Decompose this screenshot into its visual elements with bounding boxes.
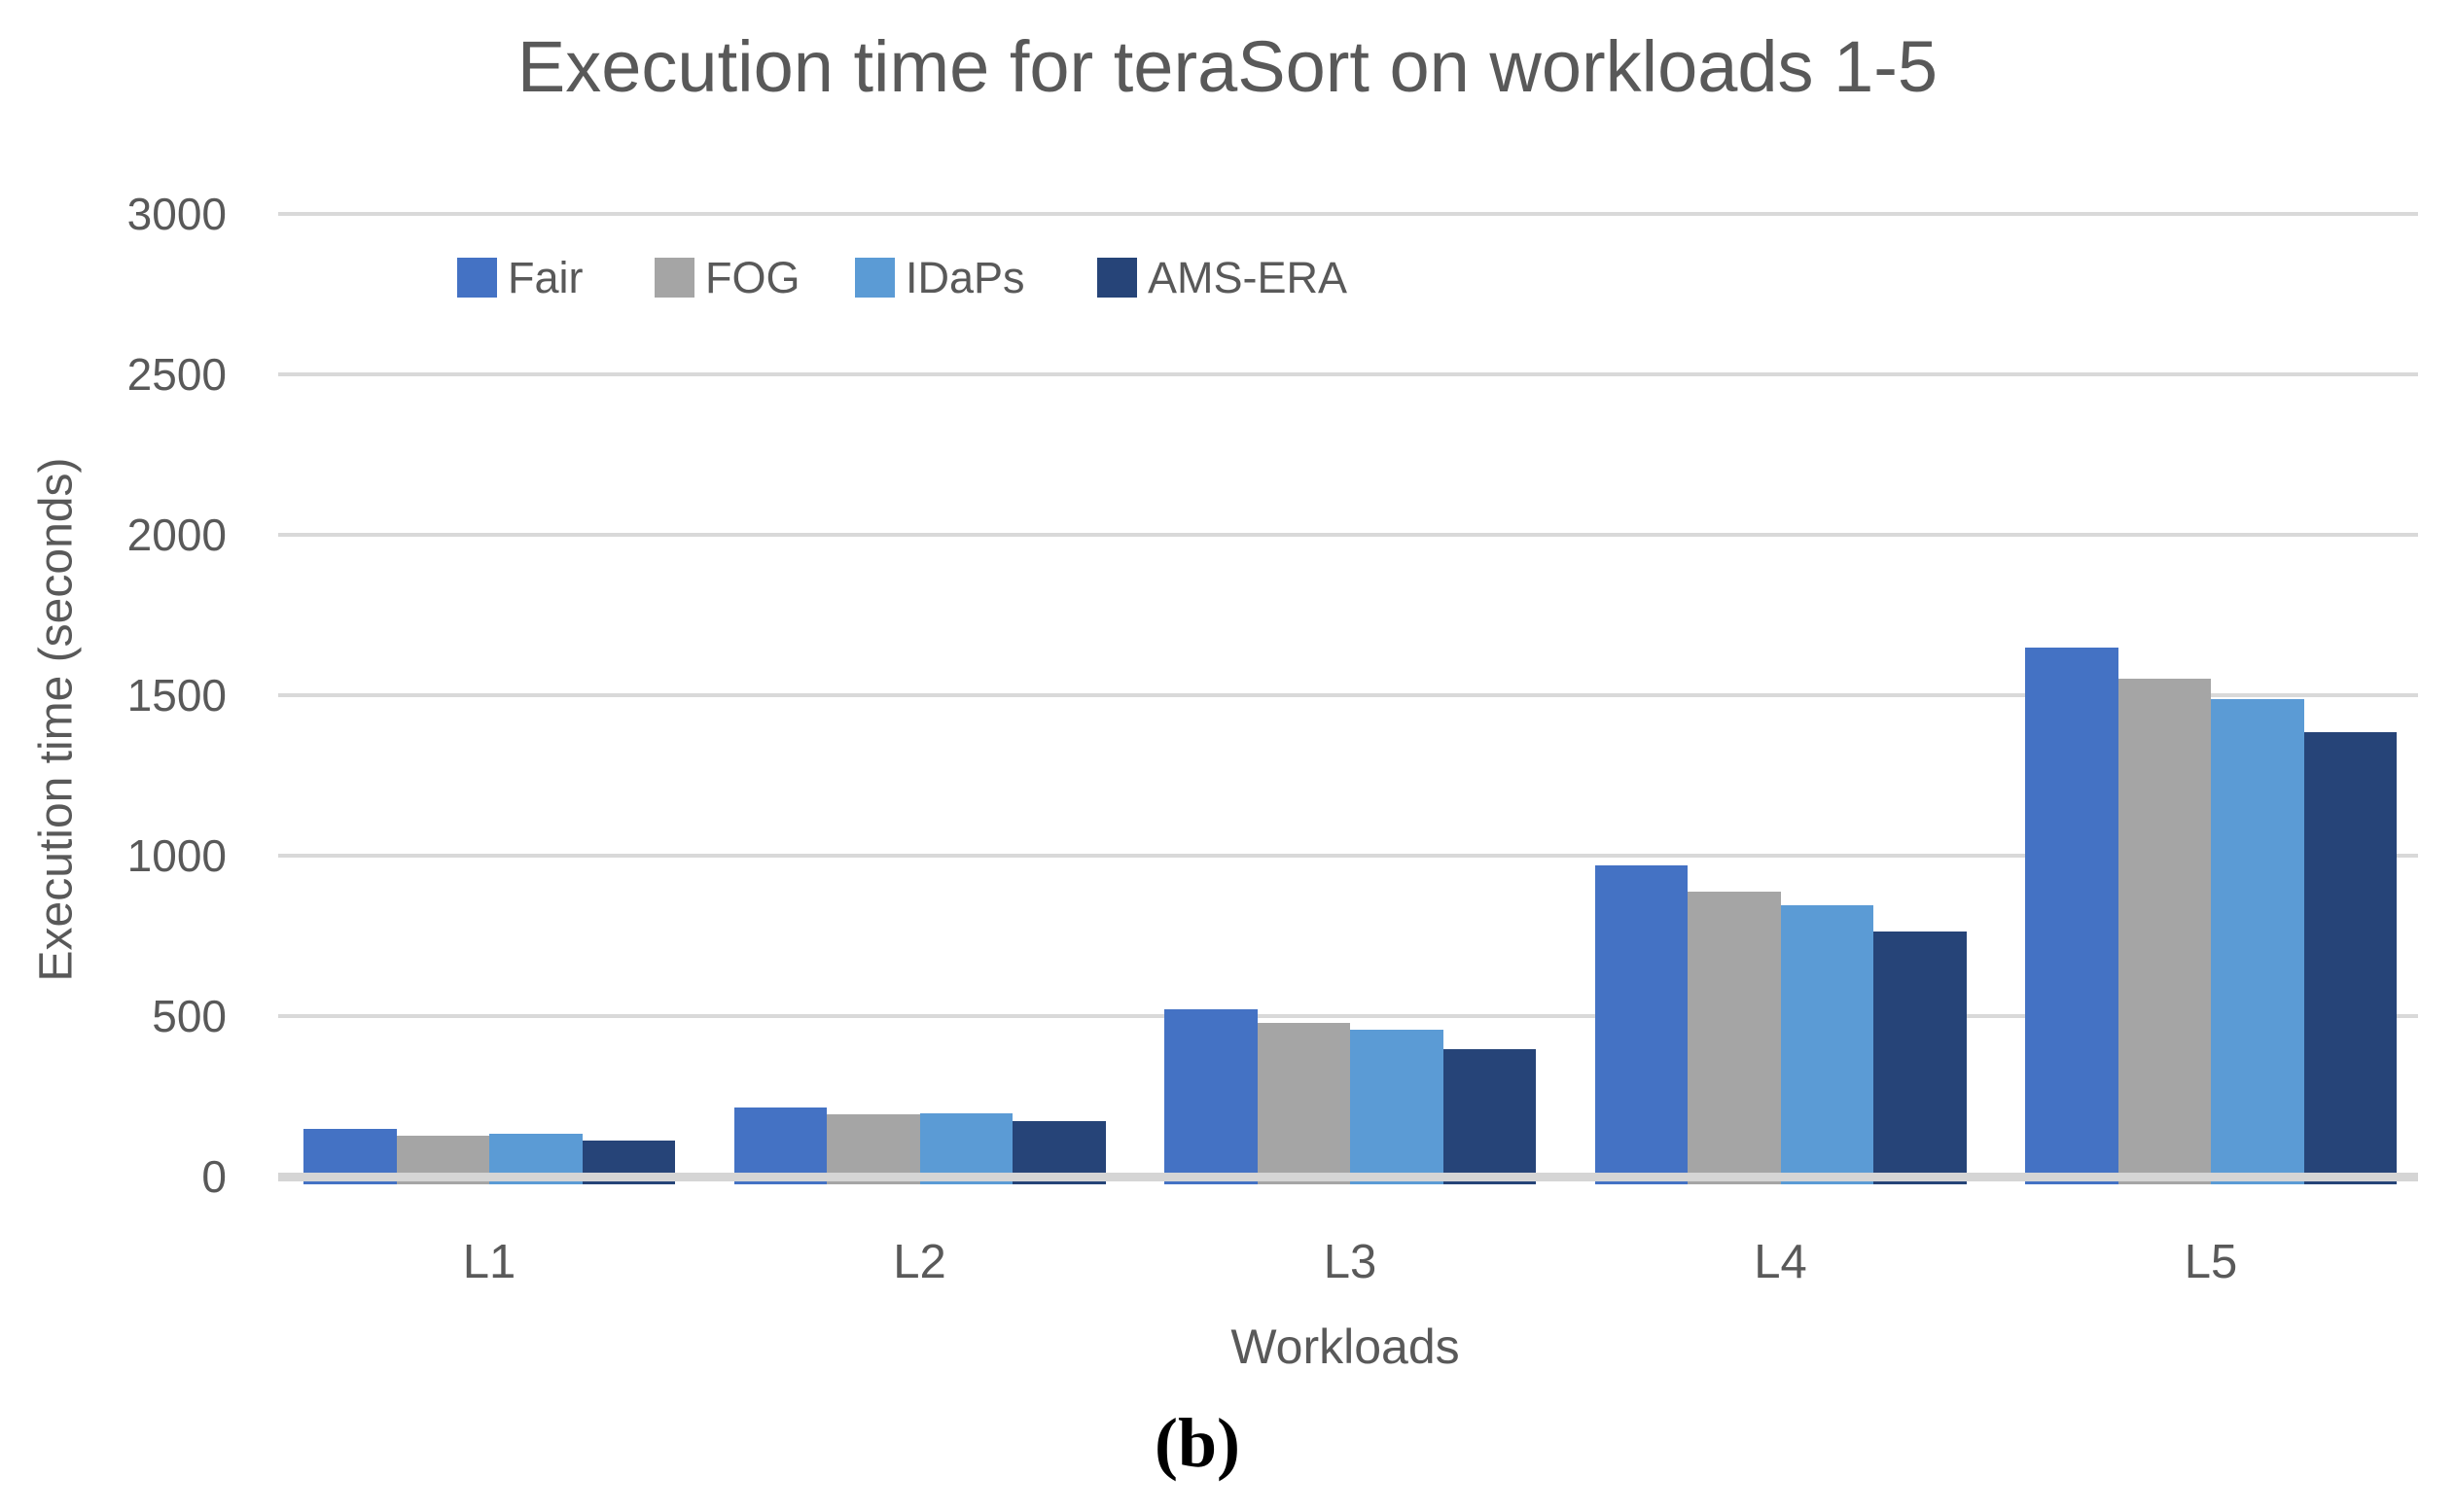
- chart-title: Execution time for teraSort on workloads…: [516, 26, 1939, 107]
- x-tick-label-l3: L3: [1323, 1236, 1377, 1288]
- y-tick-label-500: 500: [152, 991, 227, 1041]
- legend-label-fog: FOG: [705, 253, 801, 302]
- bar-fair-l2: [733, 1108, 827, 1184]
- gridline-2500: [278, 372, 2418, 376]
- gridline-3000: [278, 212, 2418, 216]
- bar-fog-l4: [1688, 891, 1781, 1184]
- gridline-1500: [278, 693, 2418, 697]
- bar-fair-l5: [2025, 647, 2118, 1184]
- y-tick-label-0: 0: [201, 1151, 227, 1202]
- bar-fair-l3: [1164, 1009, 1258, 1184]
- gridline-500: [278, 1014, 2418, 1018]
- bar-fair-l4: [1594, 864, 1688, 1184]
- bar-idaps-l3: [1350, 1029, 1443, 1184]
- x-tick-label-l1: L1: [462, 1236, 516, 1288]
- gridline-1000: [278, 854, 2418, 858]
- gridline-2000: [278, 533, 2418, 537]
- x-axis-line: [278, 1173, 2418, 1181]
- y-tick-label-1500: 1500: [126, 670, 227, 721]
- x-tick-label-l2: L2: [893, 1236, 946, 1288]
- legend-label-ams-era: AMS-ERA: [1148, 253, 1348, 302]
- bar-idaps-l2: [919, 1113, 1013, 1184]
- legend-swatch-idaps: [855, 258, 895, 298]
- legend-swatch-fair: [457, 258, 497, 298]
- legend-label-fair: Fair: [508, 253, 584, 302]
- bar-idaps-l4: [1780, 904, 1873, 1184]
- y-tick-label-2000: 2000: [126, 510, 227, 560]
- x-tick-label-l4: L4: [1754, 1236, 1807, 1288]
- bar-fog-l5: [2117, 678, 2211, 1184]
- legend-swatch-ams-era: [1097, 258, 1137, 298]
- legend-label-idaps: IDaPs: [906, 253, 1025, 302]
- x-axis-title: Workloads: [1230, 1319, 1460, 1374]
- bar-ams-era-l3: [1442, 1048, 1536, 1184]
- y-axis-title: Execution time (seconds): [30, 457, 83, 982]
- bar-ams-era-l5: [2303, 731, 2397, 1184]
- y-tick-label-3000: 3000: [126, 189, 227, 239]
- bar-fog-l2: [827, 1113, 920, 1184]
- y-tick-label-1000: 1000: [126, 830, 227, 881]
- legend-swatch-fog: [655, 258, 694, 298]
- bar-fog-l3: [1257, 1023, 1350, 1184]
- bar-ams-era-l4: [1873, 931, 1967, 1184]
- subfigure-caption: (b): [1155, 1404, 1240, 1482]
- x-tick-label-l5: L5: [2184, 1236, 2238, 1288]
- y-tick-label-2500: 2500: [126, 349, 227, 400]
- bar-idaps-l5: [2211, 698, 2304, 1184]
